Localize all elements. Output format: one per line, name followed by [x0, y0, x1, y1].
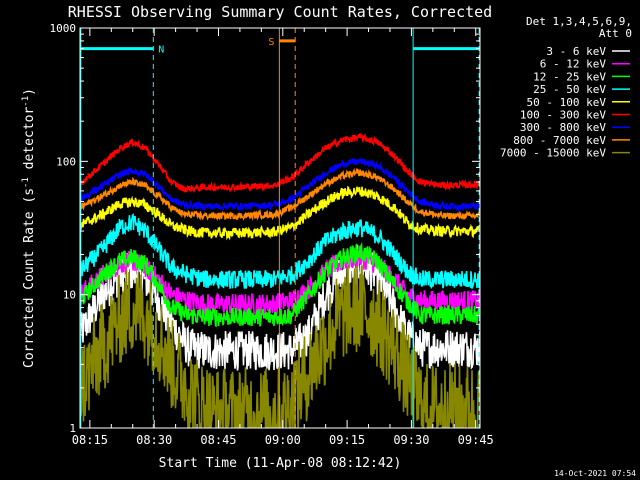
series-7	[80, 167, 480, 222]
annotation-layer: NS	[80, 28, 480, 428]
y-tick-label-3: 1000	[50, 22, 77, 35]
legend-label-1: 6 - 12 keV	[540, 58, 607, 71]
series-layer	[80, 133, 480, 428]
chart-title: RHESSI Observing Summary Count Rates, Co…	[68, 3, 492, 21]
x-tick-label-3: 09:00	[265, 433, 301, 447]
flag-label: S	[268, 37, 274, 48]
legend-label-7: 800 - 7000 keV	[513, 134, 606, 147]
x-axis: 08:15 08:30 08:45 09:00 09:15 09:30 09:45	[72, 28, 494, 447]
x-tick-label-6: 09:45	[458, 433, 494, 447]
y-tick-label-0: 1	[69, 422, 76, 435]
legend-label-6: 300 - 800 keV	[520, 121, 606, 134]
y-axis: 1 10 100 1000	[50, 22, 480, 435]
legend-label-4: 50 - 100 keV	[527, 96, 607, 109]
x-axis-label: Start Time (11-Apr-08 08:12:42)	[159, 456, 402, 471]
x-tick-label-4: 09:15	[329, 433, 365, 447]
y-axis-label: Corrected Count Rate (s-1 detector-1)	[21, 88, 37, 368]
legend-label-5: 100 - 300 keV	[520, 109, 606, 122]
x-tick-label-2: 08:45	[200, 433, 236, 447]
y-tick-label-1: 10	[63, 289, 76, 302]
legend-label-0: 3 - 6 keV	[546, 45, 606, 58]
legend-label-3: 25 - 50 keV	[533, 83, 606, 96]
legend-label-8: 7000 - 15000 keV	[500, 147, 606, 160]
x-tick-label-0: 08:15	[72, 433, 108, 447]
saa-label: N	[158, 45, 164, 56]
y-axis-label-main: Corrected Count Rate (s	[22, 188, 37, 368]
legend-header-line-1: Det 1,3,4,5,6,9,	[526, 15, 632, 28]
y-axis-label-mid: detector	[22, 107, 37, 178]
y-tick-label-2: 100	[56, 155, 76, 168]
plot-frame	[79, 27, 481, 429]
y-axis-label-end: )	[22, 88, 37, 96]
x-tick-label-5: 09:30	[393, 433, 429, 447]
y-axis-label-sup2: -1	[21, 96, 31, 107]
x-tick-label-1: 08:30	[136, 433, 172, 447]
legend-label-2: 12 - 25 keV	[533, 70, 606, 83]
y-axis-label-sup1: -1	[21, 177, 31, 188]
legend-header-line-2: Att 0	[599, 27, 632, 40]
footer-date: 14-Oct-2021 07:54	[554, 469, 636, 478]
